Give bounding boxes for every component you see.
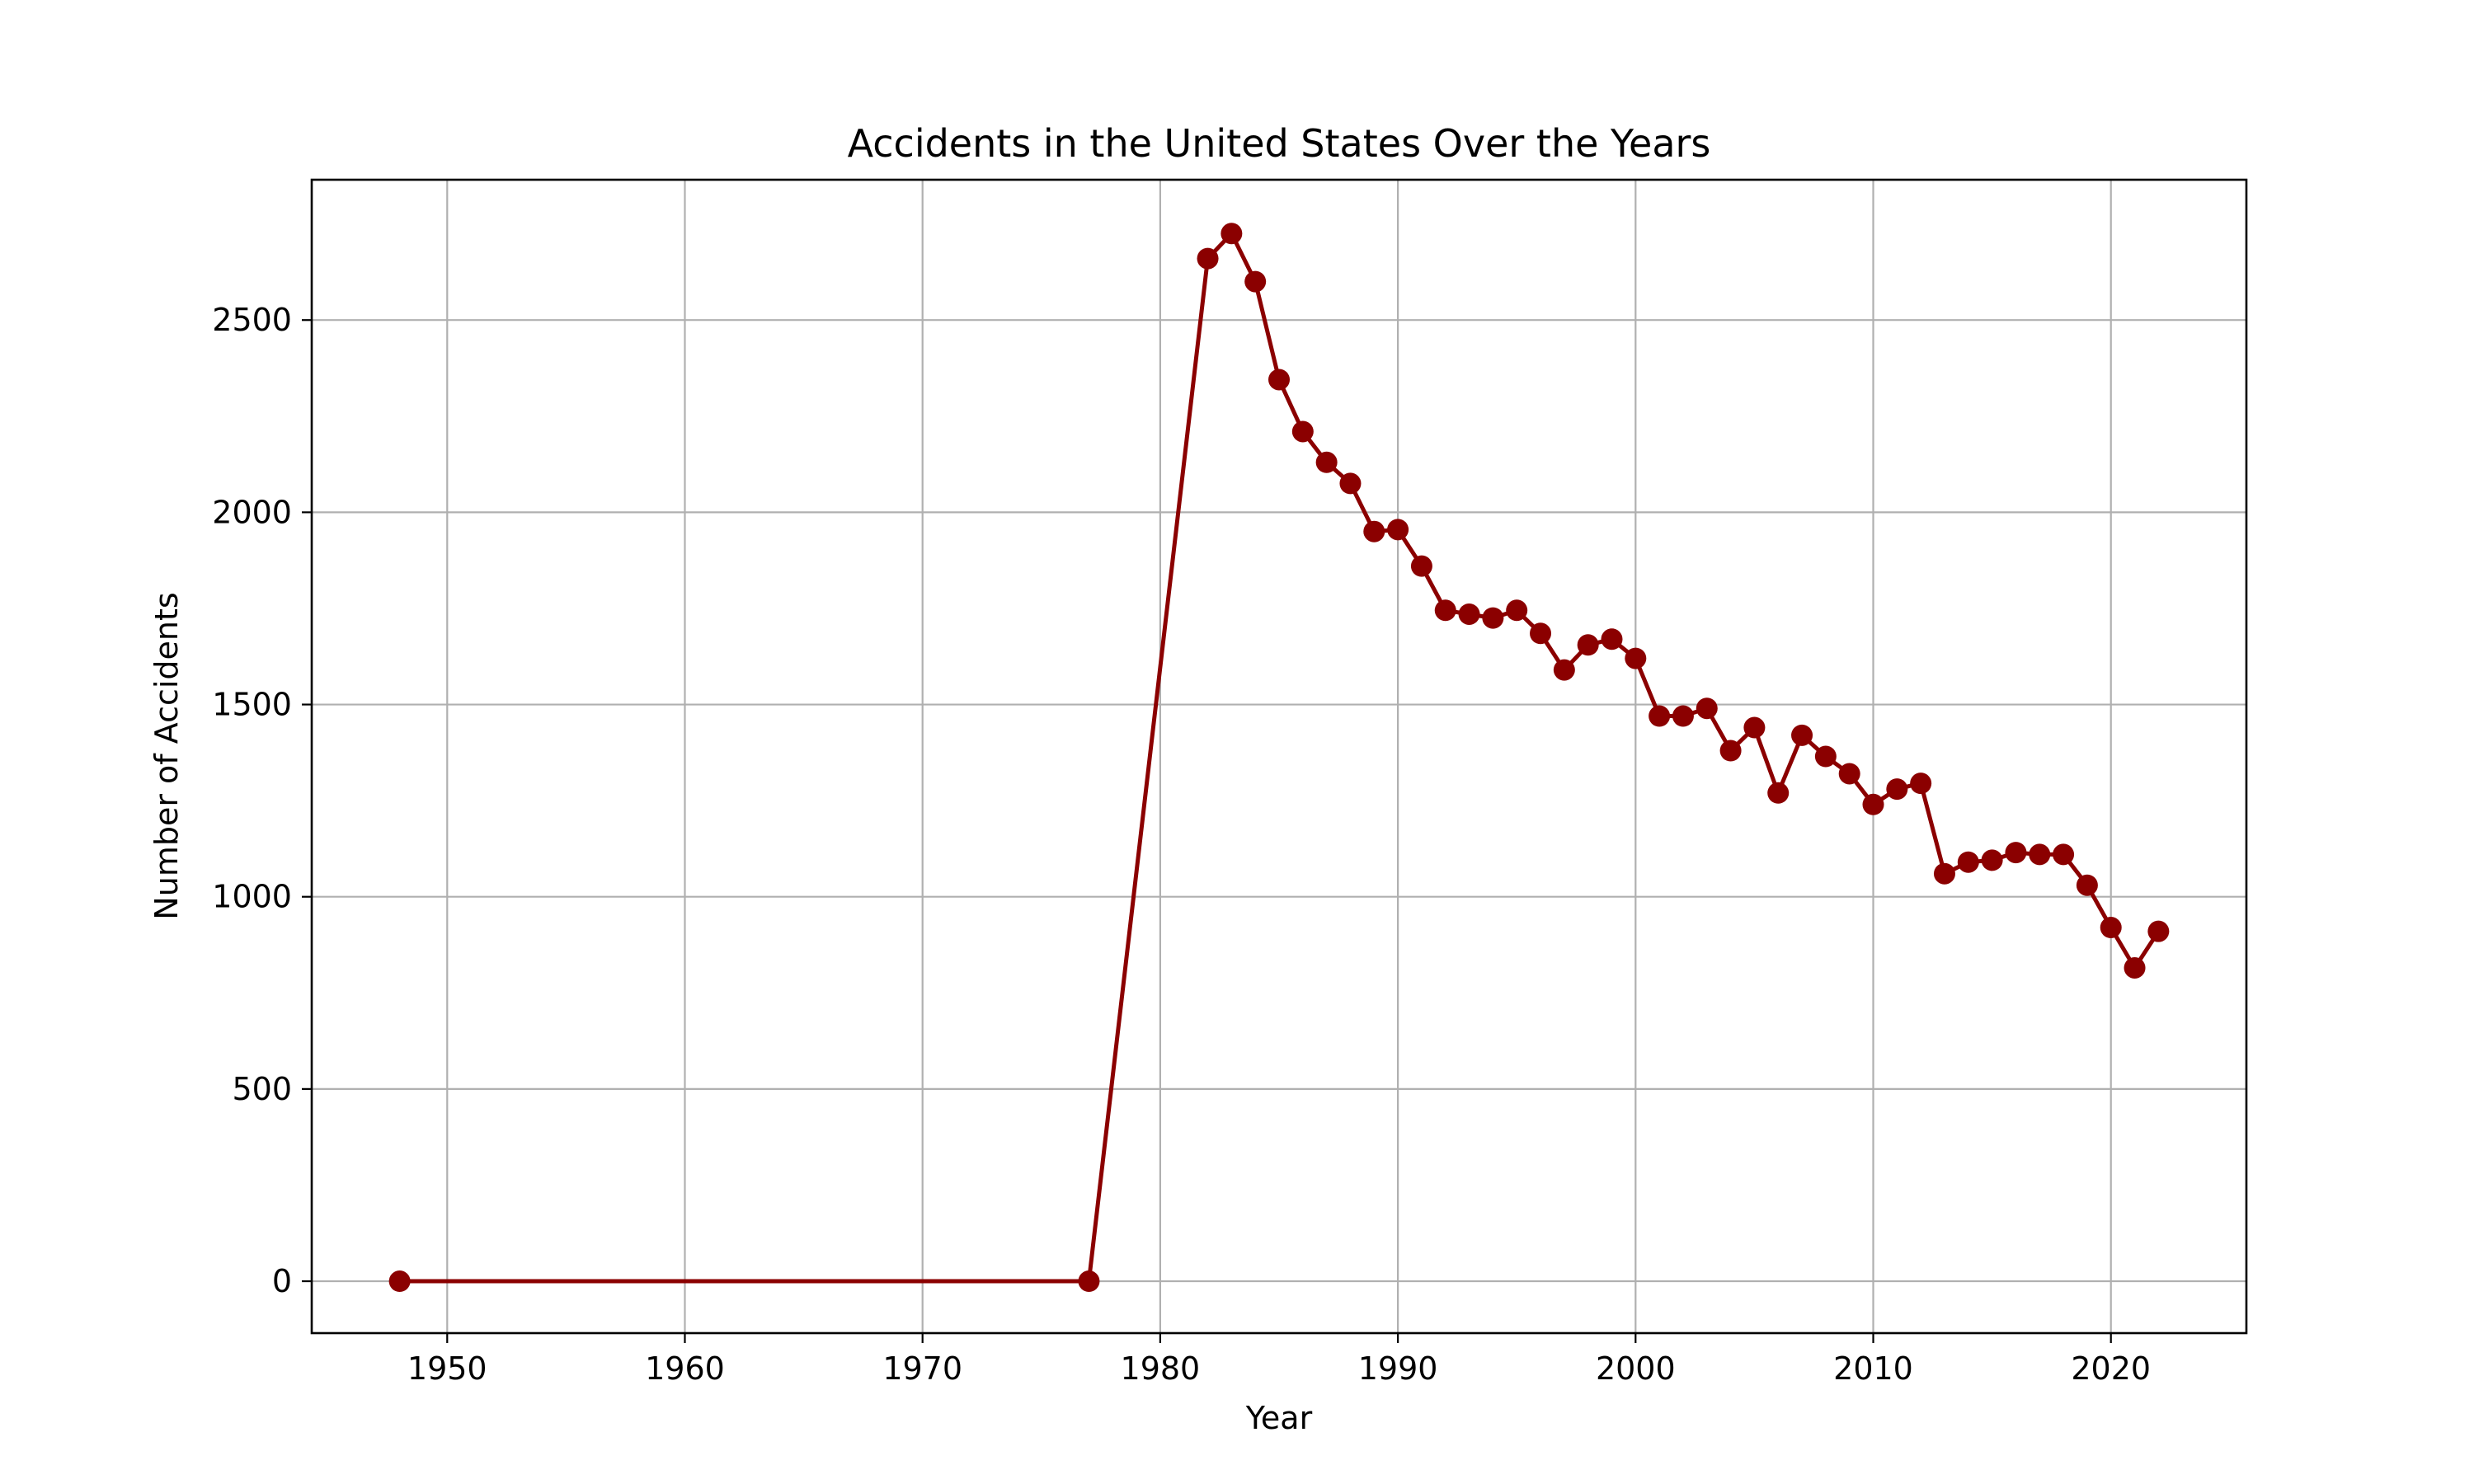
- grid-lines: [312, 180, 2246, 1333]
- series-line-layer: [399, 231, 2161, 1284]
- data-point: [1482, 607, 1504, 629]
- data-point: [1981, 849, 2003, 871]
- y-tick-label: 1000: [212, 879, 292, 915]
- x-tick-label: 1960: [645, 1350, 725, 1387]
- data-point: [1814, 745, 1837, 768]
- axis-ticks: 1950 1960 1970 1980 1990 2000 2010 2020 0 500 1000…: [212, 302, 2151, 1387]
- data-point: [1910, 773, 1932, 795]
- data-point: [2029, 843, 2051, 866]
- chart-title: Accidents in the United States Over the …: [848, 121, 1711, 166]
- data-point: [1387, 519, 1409, 541]
- x-tick-label: 2010: [1833, 1350, 1913, 1387]
- y-tick-label: 500: [232, 1071, 292, 1107]
- data-point: [1268, 369, 1290, 391]
- data-point: [1696, 697, 1718, 720]
- x-tick-label: 2020: [2071, 1350, 2151, 1387]
- data-point: [1434, 599, 1456, 622]
- data-point: [388, 1270, 411, 1293]
- data-point: [1719, 740, 1742, 762]
- data-point: [1601, 628, 1623, 650]
- y-tick-label: 0: [272, 1263, 292, 1299]
- data-point: [1339, 472, 1362, 495]
- data-point: [2147, 920, 2170, 942]
- data-point: [1767, 782, 1790, 804]
- data-point: [1577, 634, 1599, 656]
- data-point: [1553, 659, 1575, 681]
- data-point: [1291, 420, 1314, 443]
- data-point: [1625, 647, 1647, 669]
- x-tick-label: 1990: [1358, 1350, 1438, 1387]
- data-point: [1078, 1270, 1100, 1293]
- plot-frame: [310, 178, 2248, 1335]
- data-point: [1315, 451, 1338, 473]
- x-tick-label: 1950: [407, 1350, 487, 1387]
- data-point: [1458, 603, 1480, 625]
- x-tick-label: 2000: [1596, 1350, 1676, 1387]
- data-point: [1506, 599, 1528, 622]
- data-point: [1244, 270, 1267, 293]
- series-line: [399, 231, 2161, 1284]
- data-point: [2124, 956, 2146, 979]
- data-point: [1363, 520, 1385, 542]
- data-point: [1838, 763, 1860, 785]
- y-tick-label: 2500: [212, 302, 292, 338]
- y-axis-label: Number of Accidents: [148, 592, 185, 919]
- data-point: [1743, 716, 1766, 739]
- data-point: [1933, 862, 1955, 885]
- data-point: [1862, 793, 1884, 815]
- data-point: [1221, 223, 1243, 245]
- data-point: [2005, 842, 2027, 864]
- x-axis-label: Year: [1245, 1400, 1313, 1436]
- data-point: [2053, 843, 2075, 866]
- data-point: [2076, 874, 2098, 896]
- data-point: [1672, 705, 1694, 727]
- x-tick-label: 1980: [1121, 1350, 1201, 1387]
- data-point: [1410, 555, 1432, 577]
- data-points: [388, 223, 2170, 1293]
- data-point: [1197, 247, 1219, 270]
- y-tick-label: 2000: [212, 494, 292, 530]
- data-point: [1791, 724, 1813, 746]
- data-point: [1530, 622, 1552, 645]
- data-point: [2100, 917, 2122, 939]
- data-point: [1886, 778, 1908, 801]
- x-tick-label: 1970: [882, 1350, 962, 1387]
- data-point: [1957, 851, 1979, 873]
- y-tick-label: 1500: [212, 687, 292, 723]
- data-point: [1649, 705, 1671, 727]
